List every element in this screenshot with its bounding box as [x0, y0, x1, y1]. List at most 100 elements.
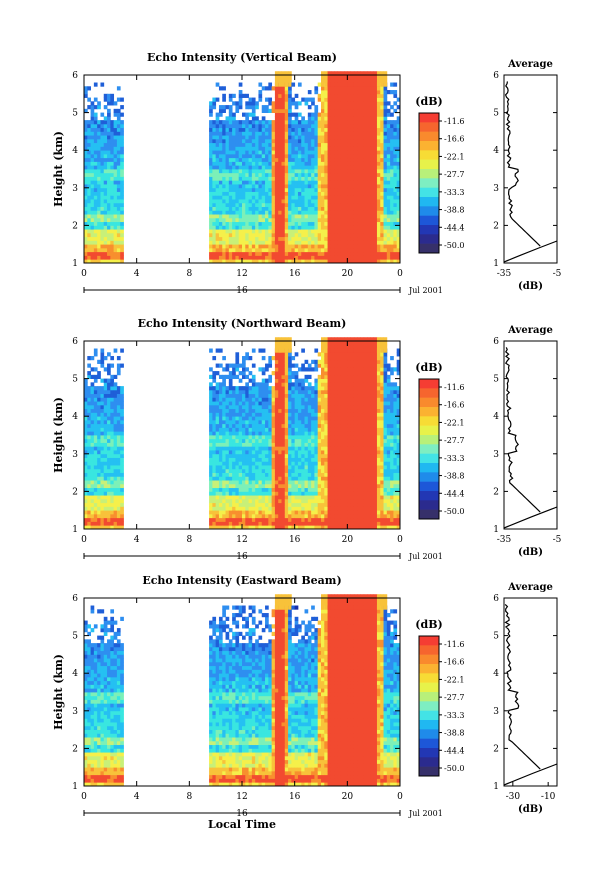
heatmap-cell: [255, 135, 259, 140]
heatmap-cell: [90, 442, 95, 447]
heatmap-cell: [363, 116, 368, 121]
heatmap-cell: [278, 506, 282, 511]
heatmap-cell: [103, 472, 108, 477]
heatmap-cell: [116, 401, 121, 406]
heatmap-cell: [87, 468, 91, 473]
heatmap-cell: [373, 191, 378, 196]
heatmap-cell: [324, 199, 328, 204]
heatmap-cell: [84, 176, 88, 181]
heatmap-cell: [248, 217, 253, 223]
heatmap-cell: [314, 105, 319, 110]
heatmap-cell: [367, 71, 371, 76]
heatmap-cell: [297, 82, 302, 87]
heatmap-cell: [242, 259, 246, 264]
heatmap-cell: [116, 438, 121, 443]
heatmap-cell: [268, 374, 273, 379]
heatmap-cell: [242, 157, 246, 162]
heatmap-cell: [353, 202, 358, 207]
heatmap-cell: [327, 172, 332, 177]
heatmap-cell: [281, 431, 286, 436]
heatmap-cell: [84, 465, 88, 470]
heatmap-cell: [113, 419, 118, 425]
heatmap-cell: [265, 397, 269, 402]
heatmap-cell: [90, 101, 95, 106]
heatmap-cell: [334, 214, 338, 219]
heatmap-cell: [90, 202, 95, 207]
heatmap-cell: [261, 446, 266, 451]
heatmap-cell: [297, 191, 302, 196]
heatmap-cell: [357, 112, 361, 117]
heatmap-cell: [301, 142, 305, 147]
heatmap-cell: [373, 112, 378, 117]
heatmap-cell: [232, 480, 236, 485]
heatmap-cell: [84, 412, 88, 417]
heatmap-cell: [327, 101, 332, 106]
heatmap-cell: [265, 513, 269, 519]
heatmap-cell: [120, 461, 124, 466]
heatmap-cell: [225, 419, 230, 425]
heatmap-cell: [291, 131, 296, 136]
heatmap-cell: [317, 165, 322, 170]
heatmap-cell: [304, 161, 309, 166]
heatmap-cell: [380, 138, 384, 144]
heatmap-cell: [278, 169, 282, 174]
heatmap-cell: [113, 450, 118, 455]
heatmap-cell: [245, 206, 249, 211]
heatmap-cell: [360, 176, 365, 181]
heatmap-cell: [337, 180, 342, 185]
heatmap-cell: [84, 435, 88, 440]
heatmap-cell: [386, 180, 391, 185]
heatmap-cell: [251, 510, 256, 515]
heatmap-cell: [268, 453, 273, 458]
heatmap-cell: [284, 176, 289, 181]
heatmap-cell: [110, 401, 115, 406]
heatmap-cell: [235, 483, 240, 489]
heatmap-cell: [218, 423, 223, 428]
heatmap-cell: [321, 157, 325, 162]
heatmap-cell: [255, 169, 259, 174]
heatmap-cell: [120, 221, 124, 226]
heatmap-cell: [107, 472, 111, 477]
heatmap-cell: [357, 120, 361, 125]
heatmap-cell: [347, 82, 352, 87]
heatmap-cell: [274, 180, 279, 185]
heatmap-cell: [281, 217, 286, 223]
heatmap-cell: [278, 251, 282, 256]
heatmap-cell: [314, 86, 319, 91]
heatmap-cell: [314, 180, 319, 185]
heatmap-cell: [268, 217, 273, 223]
heatmap-cell: [116, 127, 121, 132]
heatmap-cell: [218, 199, 223, 204]
heatmap-cell: [120, 416, 124, 421]
heatmap-cell: [215, 191, 220, 196]
heatmap-cell: [90, 120, 95, 125]
heatmap-cell: [232, 404, 236, 410]
heatmap-cell: [393, 146, 398, 151]
heatmap-cell: [327, 180, 332, 185]
heatmap-cell: [258, 431, 263, 436]
heatmap-cell: [301, 131, 305, 136]
heatmap-cell: [383, 78, 388, 83]
heatmap-cell: [87, 157, 91, 162]
heatmap-cell: [330, 180, 335, 185]
heatmap-cell: [261, 408, 266, 413]
heatmap-cell: [90, 236, 95, 241]
heatmap-cell: [363, 75, 368, 80]
heatmap-cell: [327, 82, 332, 87]
heatmap-cell: [238, 169, 243, 174]
heatmap-cell: [274, 97, 279, 102]
heatmap-cell: [297, 244, 302, 249]
heatmap-cell: [110, 382, 115, 387]
heatmap-cell: [261, 506, 266, 511]
heatmap-cell: [353, 165, 358, 170]
heatmap-cell: [235, 236, 240, 241]
heatmap-cell: [350, 142, 355, 147]
heatmap-cell: [218, 476, 223, 481]
heatmap-cell: [261, 356, 266, 361]
heatmap-cell: [242, 461, 246, 466]
heatmap-cell: [265, 202, 269, 207]
heatmap-cell: [97, 461, 101, 466]
heatmap-cell: [291, 232, 296, 238]
heatmap-cell: [274, 431, 279, 436]
colorbar-segment: [419, 150, 439, 160]
